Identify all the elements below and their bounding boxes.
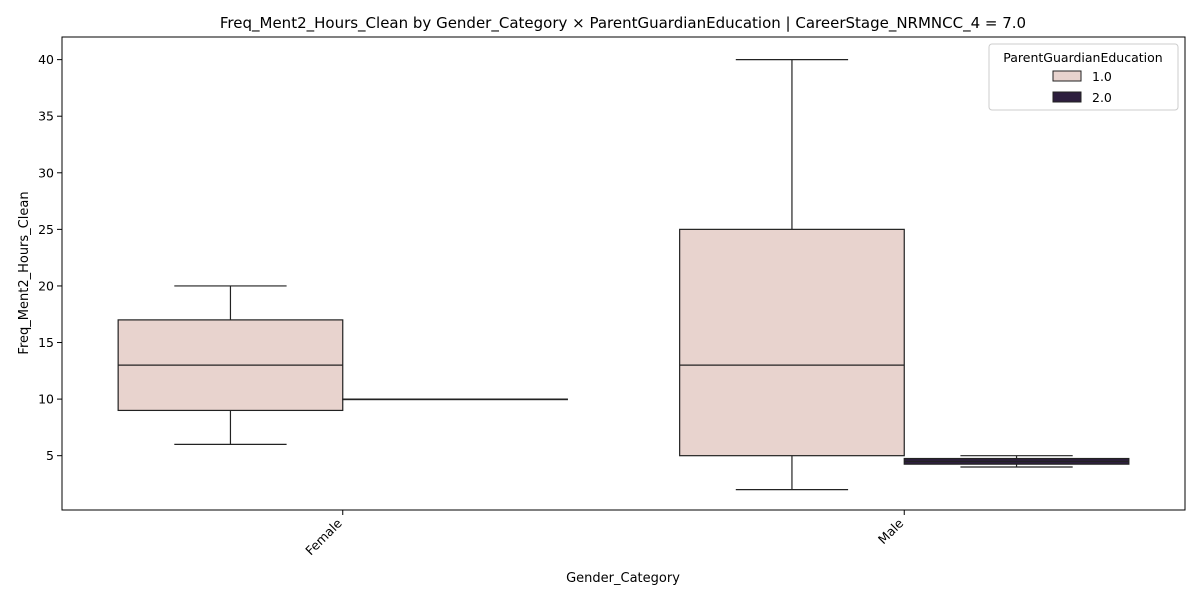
y-tick-label: 10 bbox=[38, 392, 54, 407]
y-tick-label: 5 bbox=[46, 448, 54, 463]
legend-title: ParentGuardianEducation bbox=[1003, 50, 1162, 65]
y-tick-label: 15 bbox=[38, 335, 54, 350]
legend-swatch-2 bbox=[1052, 91, 1082, 103]
x-tick-label: Male bbox=[875, 515, 907, 547]
box-male-2.0 bbox=[903, 455, 1130, 468]
box-female-1.0 bbox=[117, 285, 344, 445]
y-axis-label: Freq_Ment2_Hours_Clean bbox=[17, 191, 32, 354]
y-tick-label: 25 bbox=[38, 222, 54, 237]
x-tick-label: Female bbox=[302, 515, 345, 558]
x-axis: Female Male bbox=[302, 510, 907, 558]
legend-label-1: 1.0 bbox=[1092, 69, 1112, 84]
legend-frame bbox=[988, 43, 1179, 111]
box-female-2.0 bbox=[342, 398, 568, 401]
legend: ParentGuardianEducation 1.0 2.0 bbox=[988, 43, 1179, 111]
box-iqr bbox=[679, 228, 905, 457]
y-tick-label: 35 bbox=[38, 109, 54, 124]
plot-boxes bbox=[117, 59, 1130, 491]
plot-frame bbox=[61, 36, 1186, 511]
y-tick-label: 40 bbox=[38, 52, 54, 67]
legend-label-2: 2.0 bbox=[1092, 90, 1112, 105]
y-axis: 5 10 15 20 25 30 35 40 bbox=[38, 52, 62, 463]
y-tick-label: 20 bbox=[38, 278, 54, 293]
chart-title: Freq_Ment2_Hours_Clean by Gender_Categor… bbox=[220, 14, 1026, 33]
y-tick-label: 30 bbox=[38, 165, 54, 180]
box-male-1.0 bbox=[679, 59, 905, 491]
x-axis-label: Gender_Category bbox=[566, 571, 680, 586]
legend-swatch-1 bbox=[1052, 70, 1082, 82]
